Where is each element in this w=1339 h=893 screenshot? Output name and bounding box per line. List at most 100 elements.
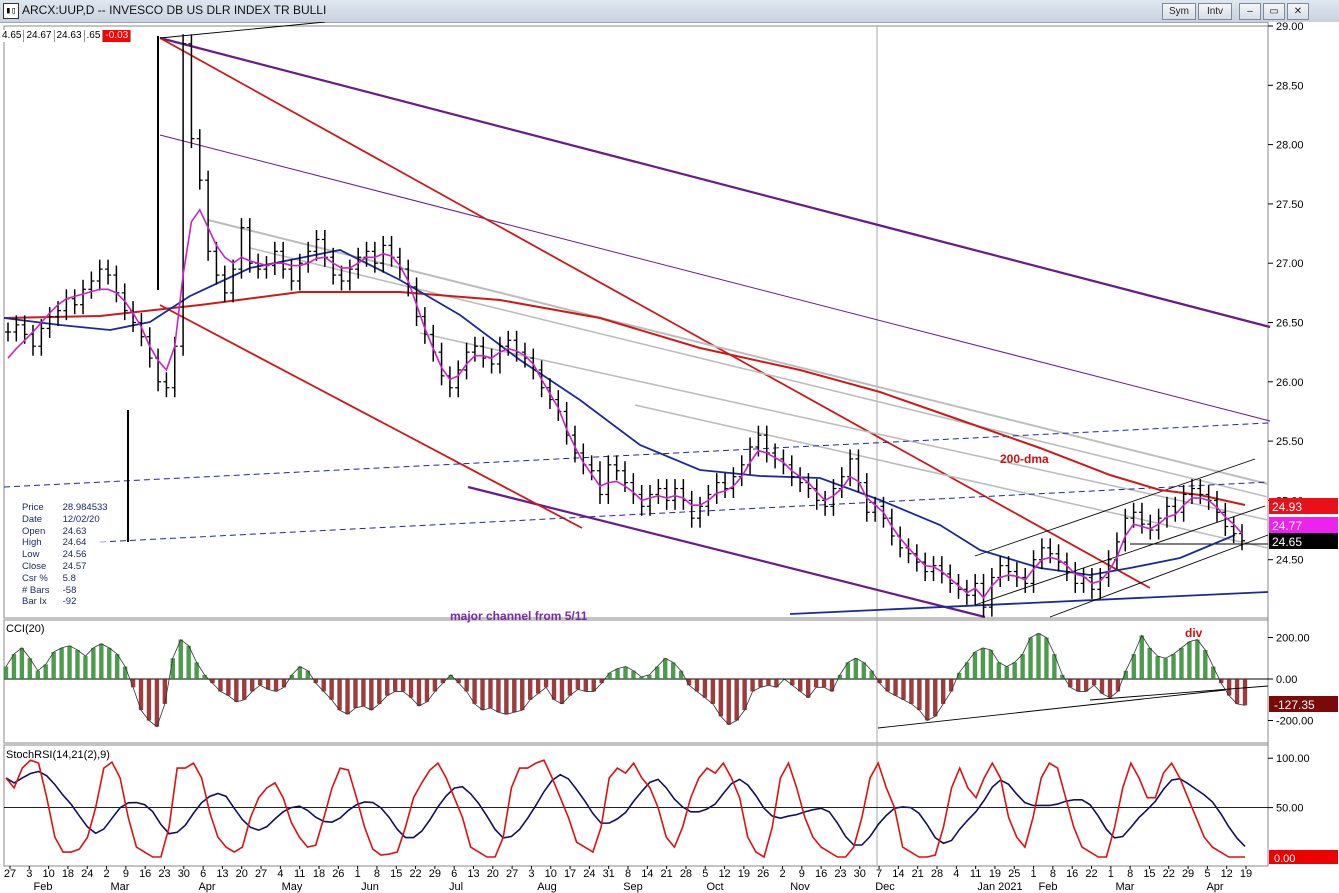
cci-div-annotation: div — [1185, 626, 1203, 640]
info-key: Date — [22, 513, 43, 525]
cci-bar — [83, 656, 88, 679]
cci-bar — [718, 679, 724, 717]
x-tick-month: Apr — [198, 881, 215, 893]
ma-red-200dma — [3, 291, 1246, 506]
purple-channel-bottom — [467, 485, 986, 619]
cci-bar — [591, 679, 596, 692]
cci-tick-label: 0.00 — [1276, 674, 1297, 686]
cci-bar — [43, 664, 48, 679]
x-tick-day: 15 — [1143, 868, 1155, 880]
cci-bar — [1076, 679, 1081, 692]
cci-bar — [607, 672, 612, 679]
intv-button[interactable]: Intv — [1198, 3, 1232, 20]
cci-bar — [59, 647, 64, 679]
x-tick-day: 17 — [564, 868, 576, 880]
cci-bar — [559, 679, 565, 704]
cci-bar — [551, 679, 557, 700]
cci-bar — [1131, 654, 1137, 679]
x-tick-day: 10 — [43, 868, 55, 880]
price-badge-label: 24.77 — [1272, 519, 1302, 533]
x-tick-day: 8 — [625, 868, 631, 880]
stoch-fast-line — [5, 759, 1245, 859]
stoch-slow-line — [5, 770, 1246, 847]
price-tick-label: 29.00 — [1276, 22, 1304, 33]
top-connector-line — [159, 22, 326, 39]
cci-bar — [472, 679, 477, 704]
cci-bar — [853, 658, 859, 679]
x-tick-month: Feb — [1039, 881, 1058, 893]
cci-bar — [234, 679, 239, 702]
cci-bar — [861, 662, 866, 679]
cci-bar — [35, 670, 40, 679]
price-badge — [1269, 498, 1338, 514]
cci-bar — [289, 674, 295, 679]
info-key: Close — [22, 560, 47, 572]
x-tick-month: Mar — [111, 881, 130, 893]
cci-bar — [798, 679, 803, 692]
info-row-bars: # Bars -58 — [22, 585, 108, 597]
sym-button[interactable]: Sym — [1162, 3, 1196, 20]
cci-bar — [186, 645, 191, 679]
cci-bar — [138, 679, 144, 711]
cci-bar — [130, 679, 136, 688]
cci-bar — [766, 679, 771, 686]
cci-bar — [940, 679, 946, 704]
cci-bar — [146, 679, 152, 721]
info-key: Price — [22, 502, 44, 513]
cci-bar — [440, 679, 446, 684]
x-tick-day: 14 — [892, 868, 904, 880]
cci-bar — [75, 649, 80, 679]
window-title: ARCX:UUP,D -- INVESCO DB US DLR INDEX TR… — [22, 3, 327, 17]
info-key: # Bars — [22, 584, 50, 596]
cci-bar — [1107, 679, 1113, 698]
cci-bar — [1115, 679, 1121, 692]
cci-bar — [3, 666, 9, 679]
ohlc-strip-change: -0.03 — [103, 30, 132, 42]
cci-bar — [710, 679, 716, 704]
x-tick-day: 1 — [355, 868, 361, 880]
x-tick-day: 3 — [26, 868, 32, 880]
cci-bar — [488, 679, 493, 709]
cci-bar — [933, 679, 938, 717]
stoch-badge — [1269, 850, 1338, 864]
ohlc-strip-value: .65 — [84, 30, 104, 42]
x-tick-day: 30 — [178, 868, 190, 880]
cci-bar — [734, 679, 739, 721]
price-tick-label: 26.00 — [1276, 377, 1304, 389]
cci-bar — [631, 670, 636, 679]
x-tick-day: 15 — [390, 868, 402, 880]
x-tick-day: 27 — [255, 868, 267, 880]
cci-bar — [353, 679, 358, 709]
cci-bar — [480, 679, 485, 711]
ma-magenta — [7, 208, 1243, 599]
info-value: 24.57 — [62, 560, 87, 572]
x-tick-day: 4 — [953, 868, 959, 880]
cci-badge-label: -127.35 — [1274, 698, 1315, 712]
purple-channel-mid — [159, 134, 1271, 422]
x-tick-day: 18 — [313, 868, 325, 880]
red-trendline-upper — [159, 37, 1151, 589]
price-tick-label: 26.50 — [1276, 318, 1304, 330]
cci-bar — [1242, 679, 1248, 706]
cci-bar — [575, 679, 581, 690]
cci-bar — [845, 662, 851, 679]
gray-channel-2 — [249, 247, 1269, 498]
cci-bar — [972, 652, 978, 679]
black-rising-channel-mid — [974, 505, 1266, 606]
cci-bar — [1012, 662, 1017, 679]
x-tick-day: 16 — [1066, 868, 1078, 880]
restore-button[interactable]: ▭ — [1263, 3, 1285, 20]
cci-bar — [909, 679, 914, 704]
cci-bar — [257, 679, 263, 686]
cci-bar — [392, 679, 398, 692]
x-tick-month: Sep — [623, 881, 643, 893]
close-button[interactable]: ✕ — [1287, 3, 1309, 20]
x-tick-month: Aug — [537, 881, 557, 893]
stoch-title: StochRSI(14,21(2),9) — [6, 749, 110, 761]
blue-support-line — [789, 591, 1269, 615]
cci-bar — [369, 679, 374, 711]
minimize-button[interactable]: – — [1239, 3, 1261, 20]
red-trendline-lower — [159, 304, 583, 529]
label-200dma: 200-dma — [1000, 452, 1049, 466]
x-tick-day: 6 — [451, 868, 457, 880]
